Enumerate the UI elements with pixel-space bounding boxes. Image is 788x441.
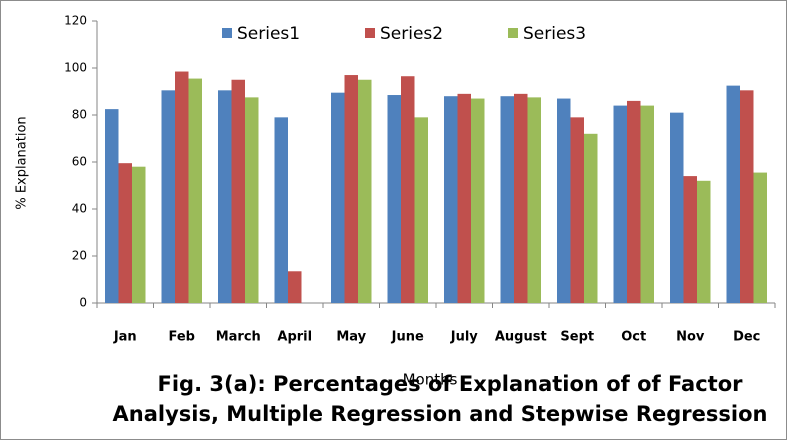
legend-swatch [365, 28, 375, 38]
bar [557, 98, 571, 303]
legend-swatch [508, 28, 518, 38]
x-tick-label: May [336, 330, 366, 345]
y-tick-label: 0 [79, 296, 87, 310]
bar [414, 117, 428, 303]
y-tick-label: 20 [72, 249, 87, 263]
bar [627, 100, 641, 304]
legend-label: Series3 [523, 24, 586, 44]
bar [753, 172, 767, 303]
y-tick-label: 100 [64, 61, 87, 75]
bar [175, 71, 189, 304]
bar [231, 79, 245, 303]
bar [105, 109, 119, 303]
x-tick-label: June [391, 330, 424, 345]
bar [288, 271, 302, 303]
legend-label: Series1 [237, 24, 300, 44]
y-tick-label: 80 [72, 108, 87, 122]
bar [118, 163, 132, 303]
bar [471, 98, 485, 303]
x-tick-label: April [277, 330, 312, 345]
x-tick-label: Oct [621, 330, 646, 345]
x-axis-label: Months [403, 371, 458, 389]
bar [500, 96, 514, 303]
bar [344, 75, 358, 303]
bar [670, 112, 684, 304]
bar [132, 166, 146, 303]
bar [188, 78, 202, 303]
x-tick-label: Dec [733, 330, 760, 345]
bar [740, 90, 754, 303]
caption-line: Analysis, Multiple Regression and Stepwi… [113, 402, 768, 426]
y-axis-label: % Explanation [15, 116, 30, 209]
bar [527, 97, 541, 303]
bar [274, 117, 288, 303]
bar [514, 93, 528, 303]
bar [726, 85, 740, 303]
bar [640, 105, 654, 303]
bar [613, 105, 627, 303]
bar [584, 133, 598, 303]
bar [444, 96, 458, 303]
legend-swatch [222, 28, 232, 38]
x-tick-label: Nov [676, 330, 705, 345]
x-tick-label: Jan [113, 330, 137, 345]
bar [218, 90, 232, 303]
x-tick-label: Sept [560, 330, 594, 345]
y-tick-label: 120 [64, 14, 87, 28]
bar [683, 176, 697, 303]
bar [358, 79, 372, 303]
legend-label: Series2 [380, 24, 443, 44]
bar [331, 92, 345, 303]
bar [457, 93, 471, 303]
bar [161, 90, 175, 303]
bar [401, 76, 415, 303]
y-tick-label: 60 [72, 155, 87, 169]
x-tick-label: August [495, 330, 547, 345]
y-tick-label: 40 [72, 202, 87, 216]
x-tick-label: July [450, 330, 479, 345]
bar [697, 180, 711, 303]
caption-line: Fig. 3(a): Percentages of Explanation of… [158, 372, 744, 396]
x-tick-label: March [216, 330, 261, 345]
bar [387, 95, 401, 304]
bar [570, 117, 584, 303]
bar [245, 97, 259, 303]
x-tick-label: Feb [169, 330, 195, 345]
